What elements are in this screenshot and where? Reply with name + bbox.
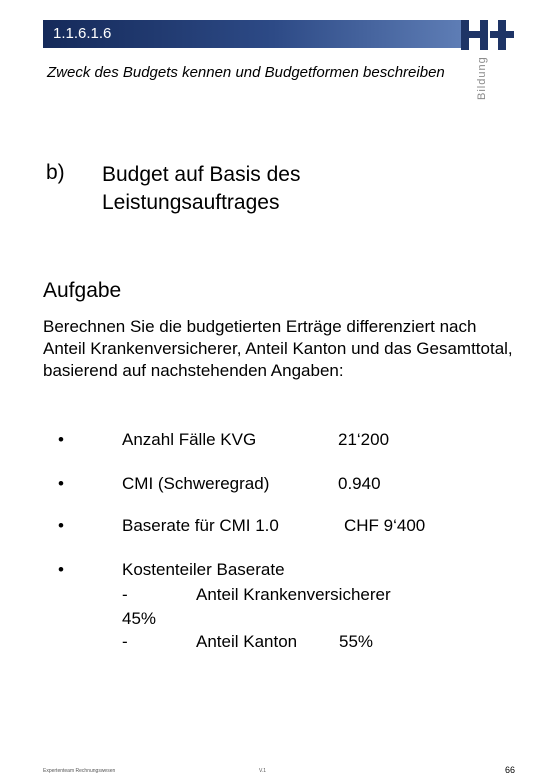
kv-label: Anteil Krankenversicherer (196, 585, 391, 604)
list-item-value: 21‘200 (338, 430, 390, 449)
kv-percentage: 45% (122, 609, 157, 628)
bullet-icon: • (58, 430, 64, 449)
bullet-icon: • (58, 474, 64, 493)
bullet-icon: • (58, 516, 64, 535)
kanton-label: Anteil Kanton (196, 632, 298, 651)
task-heading: Aufgabe (43, 279, 122, 302)
list-item-label: CMI (Schweregrad) (122, 474, 270, 493)
task-description: Berechnen Sie die budgetierten Erträge d… (43, 317, 513, 380)
footer-text: Expertenteam Rechnungswesen (43, 768, 116, 774)
section-number: 1.1.6.1.6 (53, 25, 112, 42)
kanton-dash: - (122, 632, 128, 651)
item-title: Budget auf Basis des Leistungsauftrages (102, 163, 301, 214)
h-plus-logo-icon (461, 20, 514, 50)
section-header-bar: 1.1.6.1.6 (43, 20, 461, 48)
bullet-icon: • (58, 560, 64, 579)
footer-version: V.1 (259, 768, 267, 774)
list-item-label: Anzahl Fälle KVG (122, 430, 257, 449)
page-subtitle: Zweck des Budgets kennen und Budgetforme… (47, 64, 445, 81)
page-number: 66 (505, 765, 516, 775)
list-item-label: Baserate für CMI 1.0 (122, 516, 279, 535)
item-letter: b) (46, 161, 65, 184)
kanton-percentage: 55% (339, 632, 374, 651)
kostenteiler-label: Kostenteiler Baserate (122, 560, 285, 579)
logo-side-text: Bildung (476, 56, 488, 100)
list-item-value: 0.940 (338, 474, 381, 493)
list-item-value: CHF 9‘400 (344, 516, 426, 535)
kv-dash: - (122, 585, 128, 604)
